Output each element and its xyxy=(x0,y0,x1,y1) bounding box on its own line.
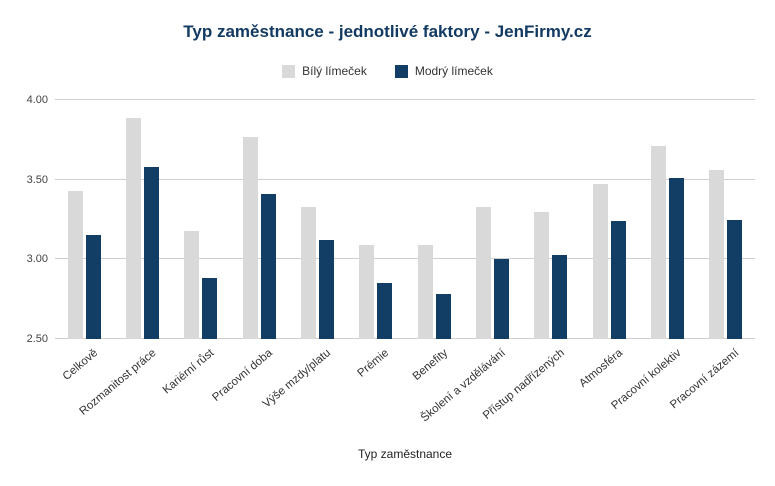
bar-group xyxy=(288,100,346,339)
bar-groups xyxy=(55,100,755,339)
x-axis-labels: Celkově Rozmanitost práce Kariérní růst Pra… xyxy=(55,343,755,433)
bar-group xyxy=(405,100,463,339)
bar-group xyxy=(697,100,755,339)
bar xyxy=(493,259,509,339)
legend-item-blue-collar: Modrý límeček xyxy=(394,64,493,78)
bar-group xyxy=(113,100,171,339)
bar-group xyxy=(463,100,521,339)
bar xyxy=(592,184,608,339)
bar-group xyxy=(55,100,113,339)
bar xyxy=(359,245,375,339)
y-tick-label: 2.50 xyxy=(26,333,48,345)
bar xyxy=(67,190,83,339)
x-tick-label: Benefity xyxy=(410,347,450,383)
plot-area xyxy=(55,99,755,339)
x-tick-label: Prémie xyxy=(355,347,392,380)
bar xyxy=(125,117,141,339)
legend-item-white-collar: Bílý límeček xyxy=(282,64,367,78)
legend: Bílý límeček Modrý límeček xyxy=(0,64,775,78)
bar-group xyxy=(230,100,288,339)
bar xyxy=(184,230,200,339)
bar xyxy=(417,245,433,339)
x-tick-label: Kariérní růst xyxy=(160,347,217,397)
blue-collar-swatch-icon xyxy=(394,64,408,78)
gridline xyxy=(55,178,755,180)
gridline xyxy=(55,258,755,260)
bar xyxy=(475,206,491,339)
legend-label-white-collar: Bílý límeček xyxy=(302,64,367,78)
x-axis-title: Typ zaměstnance xyxy=(357,447,453,461)
y-tick-label: 3.00 xyxy=(26,253,48,266)
bar-group xyxy=(638,100,696,339)
y-tick-label: 4.00 xyxy=(26,94,48,106)
gridline xyxy=(55,338,755,339)
bar xyxy=(202,278,218,339)
x-tick-label: Celkově xyxy=(60,347,100,383)
chart-title: Typ zaměstnance - jednotlivé faktory - J… xyxy=(183,22,592,41)
white-collar-swatch-icon xyxy=(282,64,296,78)
bar xyxy=(318,240,334,339)
x-tick-label: Pracovní doba xyxy=(210,347,275,404)
bar xyxy=(377,283,393,339)
bar-group xyxy=(580,100,638,339)
bar xyxy=(727,219,743,339)
gridline xyxy=(55,99,755,100)
bar xyxy=(709,170,725,339)
bar-group xyxy=(172,100,230,339)
bar xyxy=(85,235,101,339)
bar xyxy=(650,146,666,339)
bar xyxy=(610,221,626,339)
x-tick-label: Atmosféra xyxy=(577,347,625,390)
bar xyxy=(143,166,159,339)
bar xyxy=(300,206,316,339)
y-tick-label: 3.50 xyxy=(26,173,48,186)
bar xyxy=(534,211,550,339)
bar xyxy=(552,254,568,339)
legend-label-blue-collar: Modrý límeček xyxy=(414,64,493,78)
bar-group xyxy=(522,100,580,339)
bar xyxy=(260,194,276,339)
bar xyxy=(242,136,258,339)
bar xyxy=(668,178,684,339)
y-axis-labels: 2.50 3.00 3.50 4.00 xyxy=(0,94,48,345)
bar-group xyxy=(347,100,405,339)
bar xyxy=(435,294,451,339)
